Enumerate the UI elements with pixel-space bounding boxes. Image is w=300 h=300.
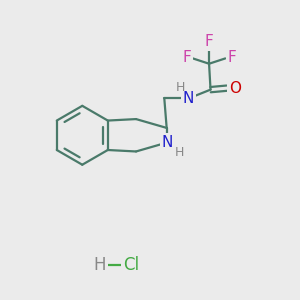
Text: H: H xyxy=(94,256,106,274)
Text: N: N xyxy=(162,135,173,150)
Text: F: F xyxy=(182,50,191,65)
Text: F: F xyxy=(205,34,213,49)
Text: H: H xyxy=(174,146,184,159)
Text: H: H xyxy=(176,81,185,94)
Text: Cl: Cl xyxy=(123,256,139,274)
Text: F: F xyxy=(227,50,236,65)
Text: O: O xyxy=(229,81,241,96)
Text: N: N xyxy=(183,91,194,106)
